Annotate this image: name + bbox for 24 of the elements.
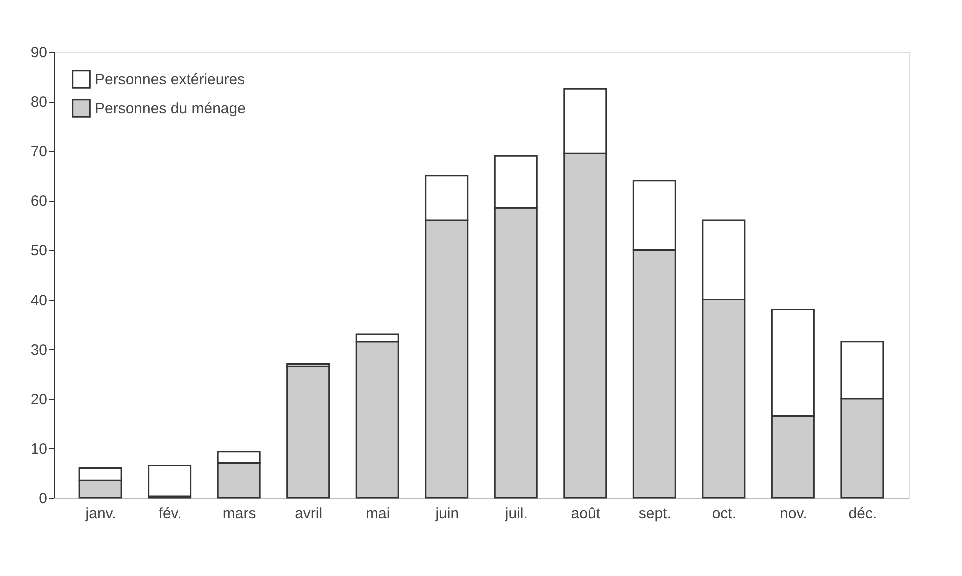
x-tick-label: déc. (848, 506, 878, 522)
x-tick-label: juil. (504, 506, 528, 522)
x-tick-label: mai (366, 506, 390, 522)
y-tick-label: 40 (30, 292, 48, 310)
y-tick-label: 30 (30, 342, 48, 359)
x-tick-label: janv. (84, 506, 116, 522)
x-tick-label: avril (295, 506, 323, 522)
y-tick-label: 50 (30, 242, 48, 260)
y-tick-label: 60 (30, 193, 48, 210)
x-tick-label: juin (434, 506, 460, 522)
x-tick-label: oct. (712, 506, 737, 522)
legend-label: Personnes extérieures (95, 72, 246, 88)
x-tick-label: fév. (158, 506, 182, 522)
y-tick-label: 90 (30, 44, 48, 62)
x-tick-label: nov. (780, 506, 808, 522)
y-tick-label: 10 (30, 440, 48, 458)
y-tick-label: 80 (30, 94, 48, 112)
y-tick-label: 20 (30, 391, 48, 408)
x-tick-label: sept. (638, 506, 672, 522)
x-tick-label: mars (222, 506, 256, 522)
legend-label: Personnes du ménage (95, 100, 246, 118)
y-tick-label: 70 (30, 144, 48, 161)
y-tick-label: 0 (39, 490, 48, 508)
x-tick-label: août (571, 506, 602, 522)
